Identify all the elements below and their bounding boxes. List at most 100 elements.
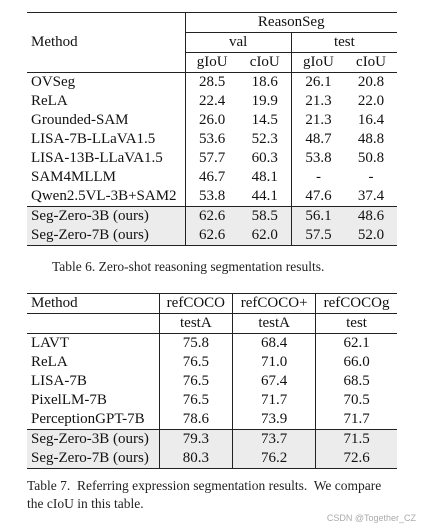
value-cell: 66.0 bbox=[343, 354, 370, 370]
value-cell: 28.5 bbox=[198, 74, 226, 90]
value-cell: 62.1 bbox=[343, 335, 370, 351]
value-cell: 76.2 bbox=[232, 449, 317, 469]
metric-header: gIoU bbox=[303, 54, 334, 70]
table-6-caption: Table 6. Zero-shot reasoning segmentatio… bbox=[52, 259, 325, 274]
table-row: LISA-13B-LLaVA1.5 57.7 60.3 53.8 50.8 bbox=[27, 149, 397, 168]
split-test-header: test bbox=[291, 32, 397, 53]
value-cell: 48.8 bbox=[357, 131, 385, 147]
value-cell: 48.7 bbox=[305, 131, 332, 147]
method-header: Method bbox=[27, 293, 160, 314]
value-cell: 62.0 bbox=[238, 226, 292, 246]
value-cell: 67.4 bbox=[232, 372, 317, 391]
value-cell: 22.0 bbox=[357, 93, 385, 109]
value-cell: 14.5 bbox=[238, 111, 292, 130]
value-cell: 70.5 bbox=[343, 392, 370, 408]
method-cell: LISA-7B bbox=[27, 372, 160, 391]
method-cell: LISA-7B-LLaVA1.5 bbox=[27, 130, 186, 149]
table-row: Qwen2.5VL-3B+SAM2 53.8 44.1 47.6 37.4 bbox=[27, 187, 397, 207]
value-cell: 76.5 bbox=[159, 391, 234, 410]
value-cell: 53.6 bbox=[198, 131, 226, 147]
reasonseg-header: ReasonSeg bbox=[185, 12, 397, 33]
caption-line: Table 7. Referring expression segmentati… bbox=[27, 478, 382, 493]
method-cell: PerceptionGPT-7B bbox=[27, 410, 160, 430]
method-cell: OVSeg bbox=[27, 72, 186, 92]
value-cell: 19.9 bbox=[238, 92, 292, 111]
method-cell: Seg-Zero-3B (ours) bbox=[27, 429, 160, 449]
dataset-header: refCOCO+ bbox=[232, 293, 317, 314]
value-cell: 26.0 bbox=[198, 112, 226, 128]
value-cell: 21.3 bbox=[305, 112, 332, 128]
empty-cell bbox=[27, 313, 160, 334]
method-cell: Seg-Zero-7B (ours) bbox=[27, 226, 186, 246]
value-cell: 56.1 bbox=[291, 206, 346, 226]
dataset-header: refCOCO bbox=[159, 293, 234, 314]
value-cell: 48.1 bbox=[238, 168, 292, 187]
table-7-caption: Table 7. Referring expression segmentati… bbox=[27, 477, 399, 513]
method-cell: ReLA bbox=[27, 92, 186, 111]
value-cell: 37.4 bbox=[357, 188, 385, 204]
table-row: ReLA 22.4 19.9 21.3 22.0 bbox=[27, 92, 397, 111]
split-header: testA bbox=[159, 313, 234, 334]
value-cell: 71.5 bbox=[315, 429, 397, 449]
table-row: Grounded-SAM 26.0 14.5 21.3 16.4 bbox=[27, 111, 397, 130]
value-cell: 73.7 bbox=[232, 429, 317, 449]
method-header: Method bbox=[27, 12, 186, 73]
value-cell: 71.7 bbox=[232, 391, 317, 410]
value-cell: 57.7 bbox=[198, 150, 226, 166]
table-row: SAM4MLLM 46.7 48.1 - - bbox=[27, 168, 397, 187]
value-cell: 50.8 bbox=[357, 150, 385, 166]
value-cell: 20.8 bbox=[357, 74, 385, 90]
value-cell: 53.8 bbox=[305, 150, 332, 166]
value-cell: 44.1 bbox=[238, 187, 292, 207]
method-cell: Qwen2.5VL-3B+SAM2 bbox=[27, 187, 186, 207]
method-cell: LAVT bbox=[27, 333, 160, 353]
table-row: Seg-Zero-3B (ours) 62.6 58.5 56.1 48.6 bbox=[27, 206, 397, 226]
method-cell: ReLA bbox=[27, 353, 160, 372]
value-cell: 72.6 bbox=[315, 449, 397, 469]
table-row: OVSeg 28.5 18.6 26.1 20.8 bbox=[27, 72, 397, 92]
table-row: Seg-Zero-7B (ours) 62.6 62.0 57.5 52.0 bbox=[27, 226, 397, 246]
value-cell: 71.7 bbox=[343, 411, 370, 427]
value-cell: 52.0 bbox=[345, 226, 397, 246]
value-cell: 60.3 bbox=[238, 149, 292, 168]
method-cell: Seg-Zero-3B (ours) bbox=[27, 206, 186, 226]
table-6: Method ReasonSeg val test gIoU cIoU gIoU… bbox=[27, 12, 397, 246]
value-cell: 22.4 bbox=[198, 93, 226, 109]
value-cell: 76.5 bbox=[159, 353, 234, 372]
method-cell: SAM4MLLM bbox=[27, 168, 186, 187]
table-row: LISA-7B 76.5 67.4 68.5 bbox=[27, 372, 397, 391]
value-cell: 57.5 bbox=[291, 226, 346, 246]
value-cell: 53.8 bbox=[198, 188, 226, 204]
table-row: PerceptionGPT-7B 78.6 73.9 71.7 bbox=[27, 410, 397, 430]
value-cell: 47.6 bbox=[305, 188, 332, 204]
value-cell: 75.8 bbox=[159, 333, 234, 353]
split-header: test bbox=[346, 315, 367, 331]
value-cell: 18.6 bbox=[238, 72, 292, 92]
value-cell: 52.3 bbox=[238, 130, 292, 149]
value-cell: 16.4 bbox=[357, 112, 385, 128]
value-cell: 78.6 bbox=[159, 410, 234, 430]
method-cell: Seg-Zero-7B (ours) bbox=[27, 449, 160, 469]
split-header: testA bbox=[232, 313, 317, 334]
value-cell: 21.3 bbox=[305, 93, 332, 109]
value-cell: - bbox=[368, 169, 374, 185]
value-cell: 62.6 bbox=[185, 226, 239, 246]
value-cell: 73.9 bbox=[232, 410, 317, 430]
table-row: Seg-Zero-3B (ours) 79.3 73.7 71.5 bbox=[27, 429, 397, 449]
watermark: CSDN @Together_CZ bbox=[326, 513, 416, 523]
split-val-header: val bbox=[185, 32, 292, 53]
table-row: PixelLM-7B 76.5 71.7 70.5 bbox=[27, 391, 397, 410]
metric-header: cIoU bbox=[238, 52, 292, 73]
value-cell: 62.6 bbox=[185, 206, 239, 226]
value-cell: 58.5 bbox=[238, 206, 292, 226]
dataset-header: refCOCOg bbox=[323, 295, 390, 311]
caption-line: the cIoU in this table. bbox=[27, 496, 144, 511]
value-cell: 68.5 bbox=[343, 373, 370, 389]
table-row: LISA-7B-LLaVA1.5 53.6 52.3 48.7 48.8 bbox=[27, 130, 397, 149]
method-cell: LISA-13B-LLaVA1.5 bbox=[27, 149, 186, 168]
table-row: Seg-Zero-7B (ours) 80.3 76.2 72.6 bbox=[27, 449, 397, 469]
value-cell: 79.3 bbox=[159, 429, 234, 449]
value-cell: 80.3 bbox=[159, 449, 234, 469]
metric-header: gIoU bbox=[196, 54, 228, 70]
table-row: LAVT 75.8 68.4 62.1 bbox=[27, 333, 397, 353]
